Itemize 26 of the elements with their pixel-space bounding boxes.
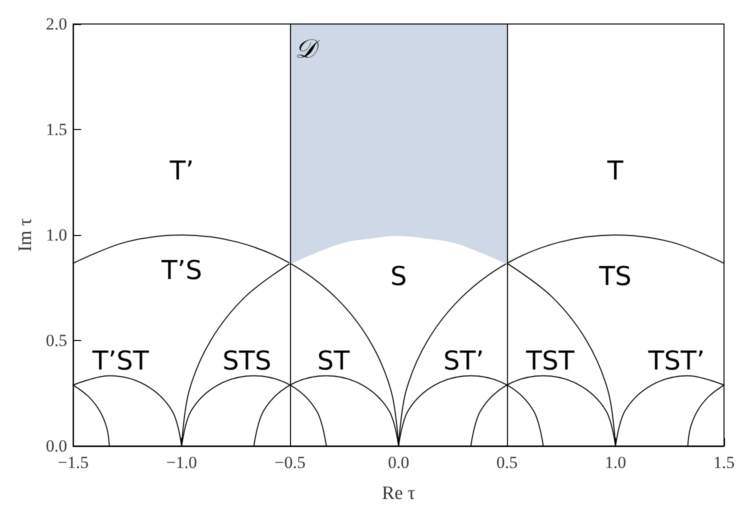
- annotation: STS: [222, 346, 272, 377]
- y-tick-label: 0.0: [46, 436, 68, 456]
- x-tick-label: 0.5: [496, 453, 518, 472]
- annotation: T’ST: [91, 346, 150, 377]
- annotation: S: [390, 262, 407, 292]
- x-axis-title: Re τ: [382, 483, 416, 504]
- annotation: ST’: [443, 346, 484, 377]
- x-tick-label: 0.0: [388, 453, 410, 472]
- annotation: T’S: [160, 256, 202, 286]
- annotation: TST: [525, 346, 574, 377]
- x-tick-label: −1.5: [58, 453, 89, 472]
- annotation: T: [606, 156, 624, 187]
- annotation: TS: [598, 262, 632, 292]
- annotation: 𝒟: [295, 34, 320, 64]
- x-tick-label: 1.0: [604, 453, 626, 472]
- y-tick-label: 1.5: [46, 120, 68, 139]
- x-tick-label: 1.5: [713, 453, 735, 472]
- y-tick-label: 1.0: [46, 226, 68, 244]
- annotation: ST: [317, 346, 350, 377]
- x-tick-label: −1.0: [166, 453, 198, 472]
- y-tick-label: 0.5: [46, 331, 68, 350]
- y-axis-title: Im τ: [15, 218, 36, 252]
- x-tick-label: −0.5: [274, 453, 306, 472]
- annotation: T’: [168, 156, 194, 187]
- y-tick-label: 2.0: [46, 14, 68, 34]
- annotation: TST’: [647, 346, 705, 377]
